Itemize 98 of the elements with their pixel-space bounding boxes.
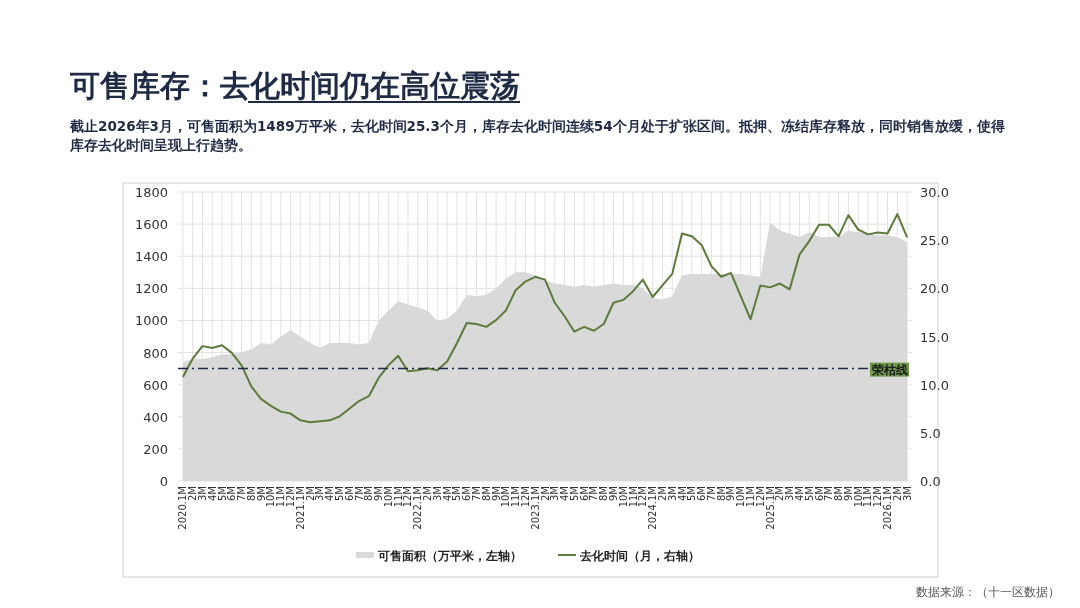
title: 可售库存：去化时间仍在高位震荡 xyxy=(70,68,520,103)
y2-tick-label: 15.0 xyxy=(920,329,949,345)
x-tick-label: 9M xyxy=(608,486,620,501)
ref-line-label: 荣枯线 xyxy=(871,362,908,377)
x-tick-label: 6M xyxy=(696,486,708,501)
x-tick-label: 7M xyxy=(236,486,248,501)
x-tick-label: 2M xyxy=(422,486,434,501)
x-tick-label: 11M xyxy=(392,486,404,508)
y-tick-label: 1400 xyxy=(134,249,168,265)
y-tick-label: 1800 xyxy=(134,185,168,200)
x-tick-label: 4M xyxy=(793,486,805,501)
y2-tick-label: 30.0 xyxy=(920,185,949,200)
x-tick-label: 3M xyxy=(196,486,208,501)
x-tick-label: 7M xyxy=(588,486,600,501)
x-tick-label: 10M xyxy=(382,486,394,508)
x-tick-label: 9M xyxy=(490,486,502,501)
x-tick-label: 6M xyxy=(461,486,473,501)
y2-tick-label: 0.0 xyxy=(920,474,941,489)
legend-label: 去化时间（月，右轴） xyxy=(579,549,700,563)
x-tick-label: 6M xyxy=(578,486,590,501)
x-tick-label: 4M xyxy=(559,486,571,501)
x-tick-label: 8M xyxy=(363,486,375,501)
x-tick-label: 5M xyxy=(686,486,698,501)
x-tick-label: 8M xyxy=(833,486,845,501)
x-tick-label: 10M xyxy=(735,486,747,508)
x-tick-label: 2025.1M xyxy=(764,486,776,530)
x-tick-label: 12M xyxy=(402,486,414,508)
x-tick-label: 3M xyxy=(901,486,913,501)
x-tick-label: 3M xyxy=(784,486,796,501)
x-tick-label: 2024.1M xyxy=(647,486,659,530)
x-tick-label: 4M xyxy=(676,486,688,501)
x-tick-label: 2021.1M xyxy=(294,486,306,530)
x-tick-label: 11M xyxy=(862,486,874,508)
x-tick-label: 3M xyxy=(549,486,561,501)
x-tick-label: 10M xyxy=(500,486,512,508)
x-tick-label: 2020.1M xyxy=(177,486,189,530)
x-tick-label: 4M xyxy=(324,486,336,501)
x-tick-label: 10M xyxy=(265,486,277,508)
x-tick-label: 11M xyxy=(275,486,287,508)
y2-tick-label: 10.0 xyxy=(920,377,949,393)
x-tick-label: 2M xyxy=(891,486,903,501)
y-tick-label: 0 xyxy=(159,474,168,489)
y-tick-label: 1200 xyxy=(134,281,168,297)
x-tick-label: 4M xyxy=(441,486,453,501)
source-note: 数据来源：（十一区数据） xyxy=(916,585,1060,599)
x-tick-label: 7M xyxy=(823,486,835,501)
x-tick-label: 2M xyxy=(187,486,199,501)
x-tick-label: 2M xyxy=(304,486,316,501)
x-tick-label: 3M xyxy=(431,486,443,501)
x-tick-label: 9M xyxy=(255,486,267,501)
x-tick-label: 9M xyxy=(725,486,737,501)
x-tick-label: 3M xyxy=(314,486,326,501)
y2-tick-label: 20.0 xyxy=(920,281,949,297)
x-tick-label: 2M xyxy=(656,486,668,501)
y2-tick-label: 25.0 xyxy=(920,233,949,249)
x-tick-label: 6M xyxy=(226,486,238,501)
x-tick-label: 9M xyxy=(373,486,385,501)
x-tick-label: 12M xyxy=(754,486,766,508)
y-tick-label: 1600 xyxy=(134,217,168,233)
x-tick-label: 11M xyxy=(510,486,522,508)
x-tick-label: 10M xyxy=(617,486,629,508)
x-tick-label: 11M xyxy=(627,486,639,508)
x-tick-label: 8M xyxy=(245,486,257,501)
x-tick-label: 6M xyxy=(343,486,355,501)
x-tick-label: 5M xyxy=(333,486,345,501)
y2-tick-label: 5.0 xyxy=(920,425,941,441)
x-tick-label: 4M xyxy=(206,486,218,501)
x-tick-label: 6M xyxy=(813,486,825,501)
y-tick-label: 1000 xyxy=(134,313,168,329)
legend-label: 可售面积（万平米，左轴） xyxy=(377,549,522,563)
x-tick-label: 8M xyxy=(480,486,492,501)
x-tick-label: 2026.1M xyxy=(882,486,894,530)
x-tick-label: 5M xyxy=(451,486,463,501)
x-tick-label: 2023.1M xyxy=(529,486,541,530)
x-tick-label: 7M xyxy=(353,486,365,501)
x-tick-label: 12M xyxy=(637,486,649,508)
x-tick-label: 11M xyxy=(745,486,757,508)
subtitle: 截止2026年3月，可售面积为1489万平米，去化时间25.3个月，库存去化时间连续54个月处于扩张区间。抵押、冻结库存释放，同时销售放缓，使得库存去化时间呈现上行趋势。 xyxy=(70,118,1005,153)
x-tick-label: 8M xyxy=(598,486,610,501)
x-tick-label: 12M xyxy=(872,486,884,508)
x-tick-label: 2022.1M xyxy=(412,486,424,530)
y-tick-label: 400 xyxy=(143,409,168,425)
x-tick-label: 12M xyxy=(285,486,297,508)
x-tick-label: 8M xyxy=(715,486,727,501)
x-tick-label: 5M xyxy=(568,486,580,501)
x-tick-label: 7M xyxy=(470,486,482,501)
x-tick-label: 3M xyxy=(666,486,678,501)
x-tick-label: 7M xyxy=(705,486,717,501)
y-tick-label: 200 xyxy=(143,441,168,457)
x-tick-label: 5M xyxy=(803,486,815,501)
x-tick-label: 9M xyxy=(842,486,854,501)
x-tick-label: 12M xyxy=(519,486,531,508)
x-tick-label: 10M xyxy=(852,486,864,508)
x-tick-label: 2M xyxy=(539,486,551,501)
y-tick-label: 600 xyxy=(143,377,168,393)
x-tick-label: 5M xyxy=(216,486,228,501)
x-tick-label: 2M xyxy=(774,486,786,501)
y-tick-label: 800 xyxy=(143,345,168,361)
